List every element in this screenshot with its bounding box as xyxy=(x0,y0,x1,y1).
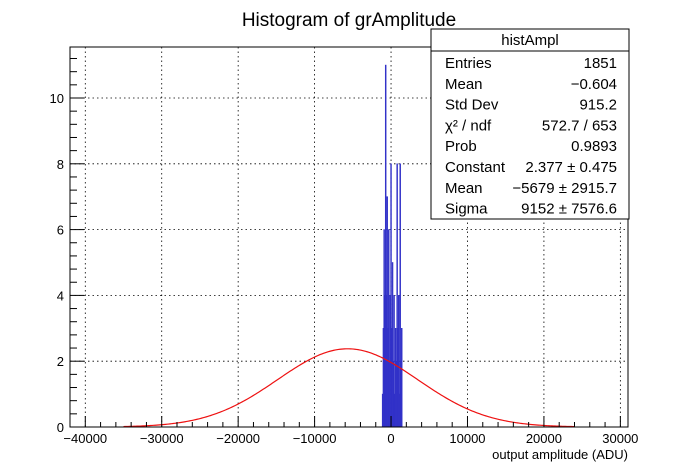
stats-box: histAmpl Entries 1851 Mean −0.604 Std Dev 915… xyxy=(430,28,630,220)
gaussian-fit-curve xyxy=(123,348,575,428)
stats-row-label: Mean xyxy=(445,76,483,93)
stats-box-title: histAmpl xyxy=(501,32,559,49)
axes: −40000 −30000 −20000 −10000 0 10000 20000 30000… xyxy=(50,58,638,446)
stats-box-frame xyxy=(430,28,630,220)
stats-row-value: −5679 ± 2915.7 xyxy=(512,180,617,197)
x-tick-label: −10000 xyxy=(293,431,337,446)
x-axis-label: output amplitude (ADU) xyxy=(492,447,628,462)
y-tick-label: 8 xyxy=(57,157,64,172)
stats-row-value: 0.9893 xyxy=(571,138,617,155)
x-tick-label: −40000 xyxy=(63,431,107,446)
stats-row-value: 915.2 xyxy=(579,97,617,114)
stats-row-value: 572.7 / 653 xyxy=(542,117,617,134)
y-tick-label: 4 xyxy=(57,288,64,303)
x-tick-label: −20000 xyxy=(216,431,260,446)
x-tick-label: 20000 xyxy=(526,431,562,446)
x-tick-label: 30000 xyxy=(602,431,638,446)
y-tick-label: 6 xyxy=(57,223,64,238)
stats-row-label: Entries xyxy=(445,55,492,72)
x-tick-label: 10000 xyxy=(449,431,485,446)
stats-row-value: 2.377 ± 0.475 xyxy=(525,159,617,176)
y-tick-label: 0 xyxy=(57,420,64,435)
stats-row-label: Constant xyxy=(445,159,506,176)
stats-row-value: 9152 ± 7576.6 xyxy=(521,201,617,218)
y-tick-label: 2 xyxy=(57,354,64,369)
stats-row-label: χ² / ndf xyxy=(445,117,492,134)
histogram-bin xyxy=(401,327,403,428)
stats-row-label: Sigma xyxy=(445,201,488,218)
stats-row-label: Std Dev xyxy=(445,97,499,114)
x-tick-label: 0 xyxy=(387,431,394,446)
x-tick-label: −30000 xyxy=(140,431,184,446)
stats-row-value: −0.604 xyxy=(571,76,617,93)
stats-row-label: Mean xyxy=(445,180,483,197)
stats-rows: Entries 1851 Mean −0.604 Std Dev 915.2 χ² / nd… xyxy=(445,55,617,218)
stats-row-value: 1851 xyxy=(584,55,617,72)
stats-row-label: Prob xyxy=(445,138,477,155)
y-tick-label: 10 xyxy=(50,91,64,106)
plot-border xyxy=(69,46,629,428)
chart-title: Histogram of grAmplitude xyxy=(242,10,456,31)
